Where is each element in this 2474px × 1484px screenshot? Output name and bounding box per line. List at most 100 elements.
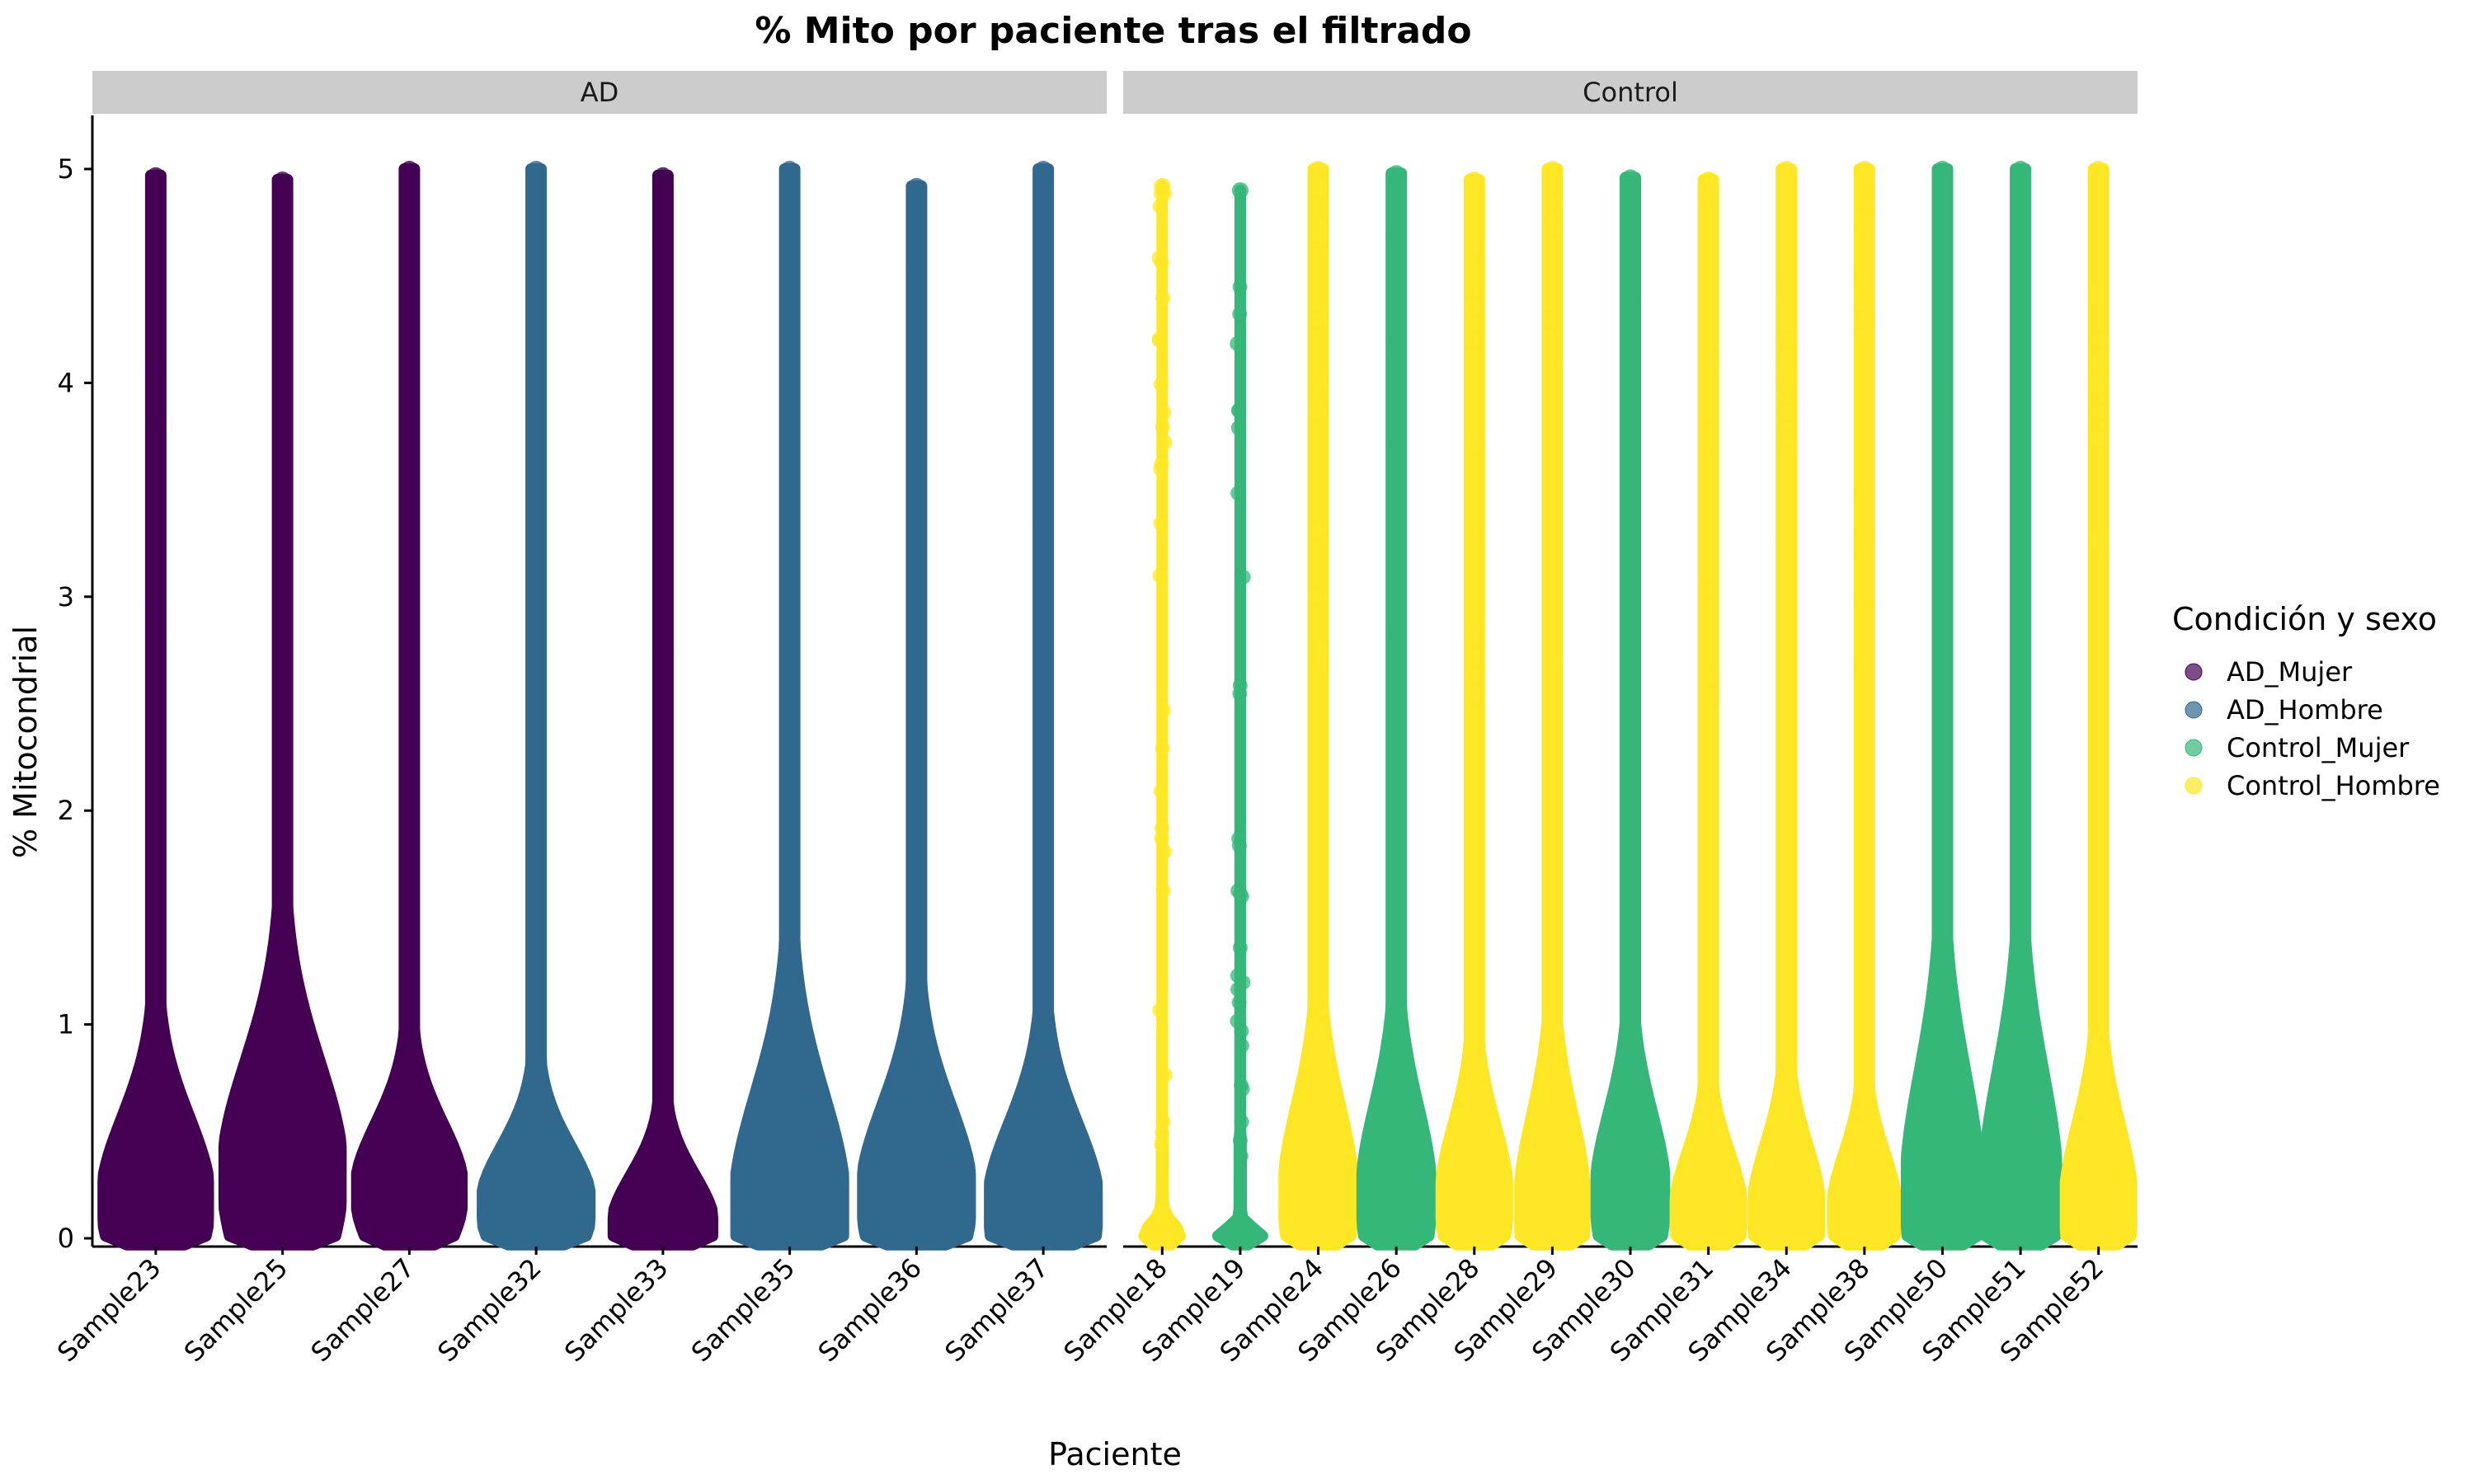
outlier-point xyxy=(1235,1081,1250,1097)
outlier-point xyxy=(2093,405,2109,420)
legend-item-ad-hombre: AD_Hombre xyxy=(2185,694,2383,726)
outlier-point xyxy=(1312,658,1328,674)
outlier-point xyxy=(148,607,164,622)
x-tick-label: Sample33 xyxy=(558,1252,675,1369)
outlier-point xyxy=(1152,199,1168,214)
outlier-point xyxy=(529,593,545,608)
outlier-point xyxy=(1781,430,1797,446)
violin-body xyxy=(1900,163,1984,1251)
outlier-point xyxy=(1465,298,1480,314)
outlier-point xyxy=(531,360,547,376)
outlier-point xyxy=(1390,439,1405,455)
y-tick-label: 1 xyxy=(58,1009,74,1040)
outlier-point xyxy=(2015,375,2031,391)
outlier-point xyxy=(526,344,542,359)
outlier-point xyxy=(1035,228,1051,244)
outlier-point xyxy=(1547,193,1563,209)
outlier-point xyxy=(656,658,672,674)
outlier-point xyxy=(1157,1067,1173,1082)
outlier-point xyxy=(783,437,799,453)
max-point xyxy=(1465,171,1483,188)
outlier-point xyxy=(1151,251,1167,266)
outlier-point xyxy=(1308,402,1324,418)
outlier-point xyxy=(1232,1133,1248,1148)
max-point xyxy=(2090,161,2107,177)
outlier-point xyxy=(656,316,672,331)
x-tick-label: Sample25 xyxy=(178,1252,294,1369)
outlier-point xyxy=(1625,322,1641,338)
outlier-point xyxy=(1777,379,1793,395)
x-tick-label: Sample23 xyxy=(51,1252,167,1369)
outlier-point xyxy=(1624,444,1639,459)
outlier-point xyxy=(908,218,924,234)
outlier-point xyxy=(1780,405,1796,420)
outlier-point xyxy=(1702,554,1718,570)
violin-body xyxy=(218,174,347,1251)
max-point xyxy=(1622,169,1639,186)
x-tick-label: Sample32 xyxy=(431,1252,548,1369)
legend-label: AD_Hombre xyxy=(2227,694,2383,726)
outlier-point xyxy=(1937,360,1953,376)
outlier-point xyxy=(1307,588,1323,603)
outlier-point xyxy=(909,514,924,530)
outlier-point xyxy=(1152,568,1168,584)
outlier-point xyxy=(1544,546,1559,561)
outlier-point xyxy=(1155,883,1171,899)
outlier-point xyxy=(2092,534,2108,550)
legend-title: Condición y sexo xyxy=(2172,601,2437,637)
outlier-point xyxy=(1230,420,1246,435)
outlier-point xyxy=(1232,279,1248,295)
outlier-point xyxy=(2011,524,2027,539)
max-point xyxy=(401,161,418,177)
outlier-point xyxy=(151,364,167,380)
outlier-point xyxy=(783,222,799,237)
outlier-point xyxy=(2092,355,2108,370)
outlier-point xyxy=(780,399,796,415)
outlier-point xyxy=(910,547,925,563)
violin-body xyxy=(2059,163,2138,1251)
outlier-point xyxy=(1936,656,1952,672)
outlier-point xyxy=(2088,281,2104,297)
violin-body xyxy=(1978,163,2062,1251)
facet-strip-label: Control xyxy=(1583,77,1678,108)
violin-body xyxy=(730,163,849,1251)
outlier-point xyxy=(781,627,797,642)
violin-sample34 xyxy=(1747,161,1826,1251)
violin-sample37 xyxy=(984,161,1103,1251)
outlier-point xyxy=(1155,702,1171,718)
max-point xyxy=(781,161,798,177)
violin-body xyxy=(1747,163,1826,1251)
y-tick-label: 2 xyxy=(58,795,74,826)
outlier-point xyxy=(1309,524,1324,539)
outlier-point xyxy=(1857,218,1873,234)
outlier-point xyxy=(1542,593,1558,608)
outlier-point xyxy=(1700,500,1715,516)
violin-sample35 xyxy=(730,161,849,1251)
outlier-point xyxy=(401,312,416,327)
outlier-point xyxy=(1389,541,1404,556)
outlier-point xyxy=(1857,658,1873,674)
violin-sample24 xyxy=(1278,161,1358,1251)
violin-sample28 xyxy=(1435,171,1513,1251)
outlier-point xyxy=(658,224,674,240)
outlier-point xyxy=(1466,237,1482,253)
outlier-point xyxy=(1033,326,1049,341)
outlier-point xyxy=(652,406,668,421)
outlier-point xyxy=(148,594,164,609)
outlier-point xyxy=(529,606,545,622)
outlier-point xyxy=(1152,1003,1168,1018)
max-point xyxy=(1856,161,1873,177)
outlier-point xyxy=(1231,994,1247,1010)
outlier-point xyxy=(403,444,419,460)
legend-label: AD_Mujer xyxy=(2227,656,2353,688)
outlier-point xyxy=(530,656,546,672)
outlier-point xyxy=(149,657,165,673)
outlier-point xyxy=(1235,974,1251,990)
outlier-point xyxy=(276,538,292,553)
violin-body xyxy=(350,163,468,1251)
outlier-point xyxy=(1387,462,1403,477)
violin-body xyxy=(1356,167,1437,1251)
outlier-point xyxy=(1233,1148,1249,1164)
